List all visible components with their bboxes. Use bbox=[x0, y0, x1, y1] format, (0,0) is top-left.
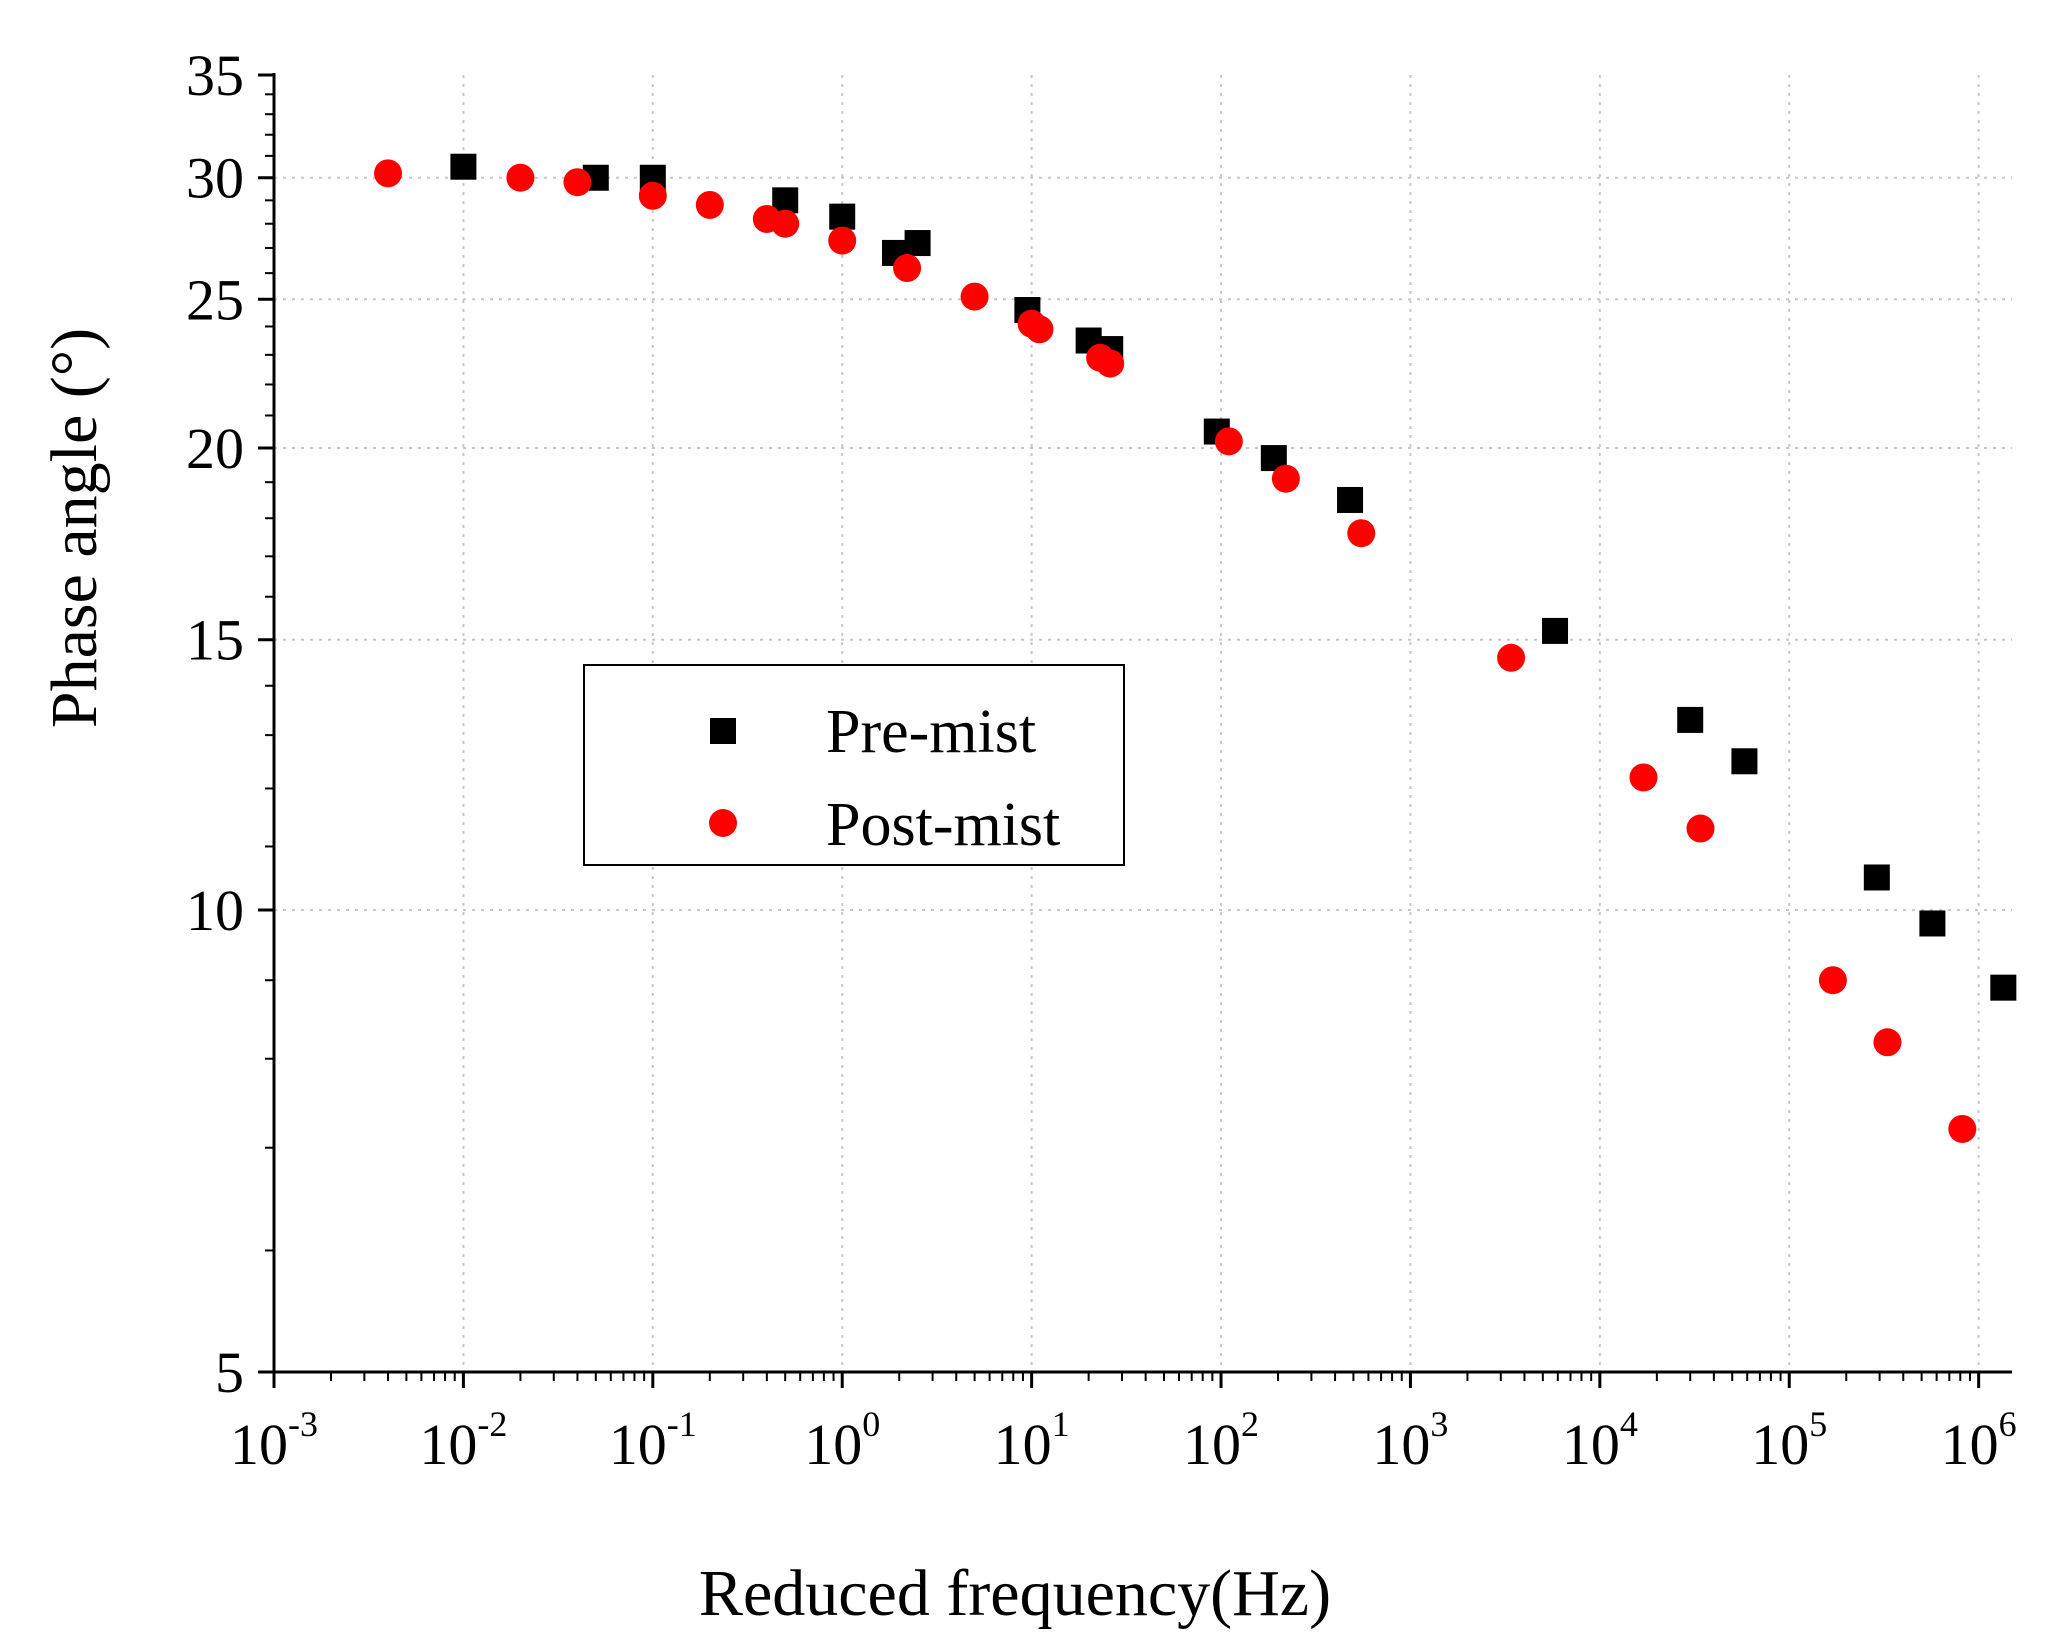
legend-label-post-mist: Post-mist bbox=[826, 791, 1060, 859]
x-tick-label-4: 101 bbox=[994, 1404, 1070, 1477]
y-tick-label-0: 5 bbox=[215, 1340, 244, 1405]
x-tick-label-3: 100 bbox=[804, 1404, 880, 1477]
point-post-mist-14 bbox=[1214, 427, 1243, 456]
grid-lines bbox=[274, 75, 2012, 1372]
legend-label-pre-mist: Pre-mist bbox=[826, 698, 1036, 766]
axes bbox=[272, 73, 2012, 1374]
x-tick-label-7: 104 bbox=[1562, 1404, 1638, 1477]
point-post-mist-19 bbox=[1686, 814, 1715, 843]
point-post-mist-20 bbox=[1818, 966, 1847, 995]
point-post-mist-22 bbox=[1948, 1114, 1977, 1143]
x-tick-label-9: 106 bbox=[1941, 1404, 2017, 1477]
point-post-mist-11 bbox=[1025, 315, 1054, 344]
ticks: 10-3 10-2 10-1 100 101 102 103 104 105 106 5 10 15 20… bbox=[186, 43, 2017, 1477]
point-pre-mist-18 bbox=[1990, 974, 2017, 1001]
point-post-mist-0 bbox=[374, 159, 403, 188]
point-pre-mist-14 bbox=[1677, 706, 1704, 733]
x-axis-title: Reduced frequency(Hz) bbox=[699, 1557, 1331, 1630]
point-pre-mist-12 bbox=[1337, 486, 1364, 513]
legend-marker-pre-mist bbox=[710, 718, 736, 744]
point-post-mist-13 bbox=[1096, 349, 1125, 378]
point-post-mist-8 bbox=[893, 254, 922, 283]
legend: Pre-mist Post-mist bbox=[583, 664, 1125, 866]
y-tick-label-2: 15 bbox=[186, 608, 244, 673]
point-post-mist-7 bbox=[828, 226, 857, 255]
point-pre-mist-6 bbox=[904, 230, 931, 257]
x-tick-label-6: 103 bbox=[1372, 1404, 1448, 1477]
point-post-mist-1 bbox=[506, 163, 535, 192]
point-post-mist-6 bbox=[771, 209, 800, 238]
point-post-mist-3 bbox=[638, 181, 667, 210]
x-tick-label-5: 102 bbox=[1183, 1404, 1259, 1477]
legend-box bbox=[583, 664, 1125, 866]
legend-marker-post-mist bbox=[709, 809, 737, 837]
point-post-mist-9 bbox=[960, 282, 989, 311]
x-tick-label-1: 10-2 bbox=[419, 1404, 507, 1477]
point-post-mist-18 bbox=[1629, 763, 1658, 792]
point-pre-mist-17 bbox=[1919, 910, 1946, 937]
point-post-mist-4 bbox=[695, 190, 724, 219]
y-tick-label-3: 20 bbox=[186, 416, 244, 481]
point-post-mist-15 bbox=[1271, 464, 1300, 493]
point-post-mist-16 bbox=[1347, 519, 1376, 548]
y-tick-label-1: 10 bbox=[186, 878, 244, 943]
point-post-mist-21 bbox=[1873, 1028, 1902, 1057]
y-axis-title: Phase angle (°) bbox=[38, 328, 111, 728]
point-pre-mist-15 bbox=[1731, 748, 1758, 775]
point-post-mist-17 bbox=[1497, 643, 1526, 672]
point-pre-mist-13 bbox=[1542, 617, 1569, 644]
data-points bbox=[374, 153, 2017, 1143]
point-pre-mist-0 bbox=[450, 153, 477, 180]
point-post-mist-2 bbox=[563, 168, 592, 197]
y-tick-label-5: 30 bbox=[186, 146, 244, 211]
point-pre-mist-4 bbox=[829, 203, 856, 230]
y-tick-label-6: 35 bbox=[186, 43, 244, 108]
point-pre-mist-16 bbox=[1863, 864, 1890, 891]
x-tick-label-2: 10-1 bbox=[609, 1404, 697, 1477]
x-tick-label-0: 10-3 bbox=[230, 1404, 318, 1477]
x-tick-label-8: 105 bbox=[1751, 1404, 1827, 1477]
y-tick-label-4: 25 bbox=[186, 267, 244, 332]
